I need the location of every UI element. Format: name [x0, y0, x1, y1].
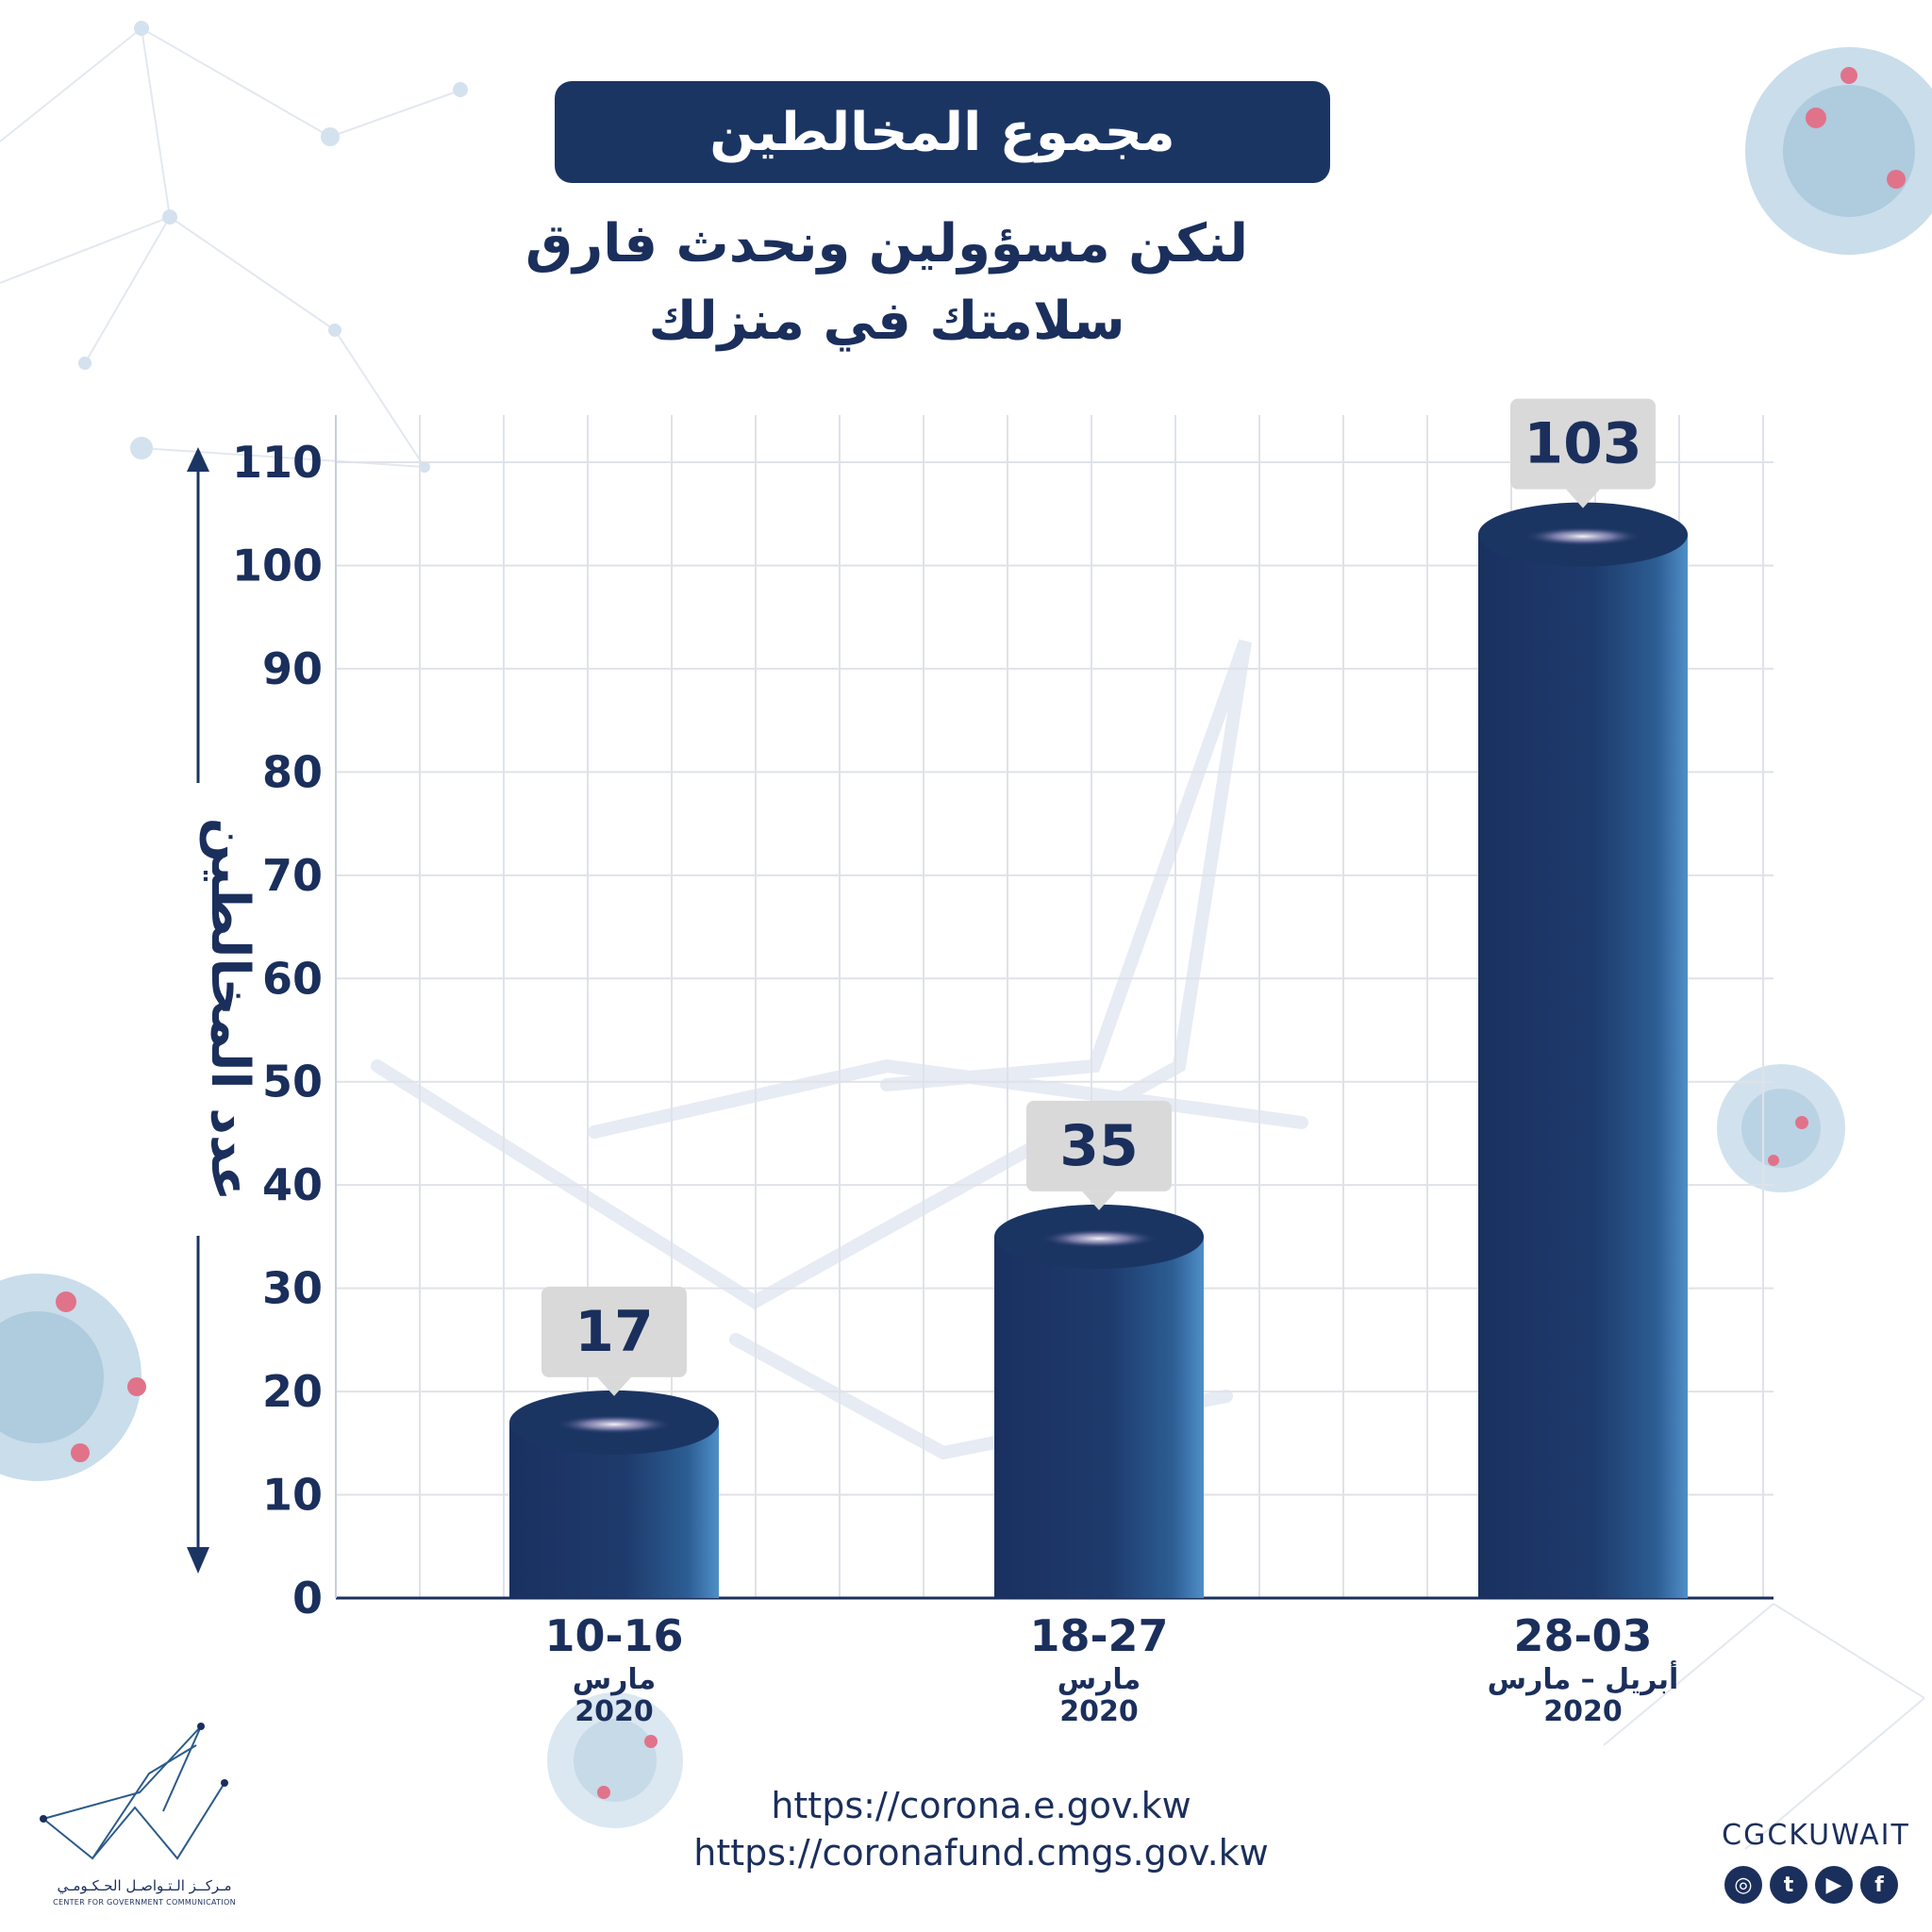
chart-title-banner: مجموع المخالطين [555, 81, 1330, 183]
y-tick-label: 50 [262, 1057, 323, 1108]
data-label-pointer [1566, 489, 1600, 508]
cgc-logo-icon [40, 1723, 228, 1860]
x-tick-month: أبريل – مارس [1488, 1660, 1679, 1696]
twitter-icon[interactable]: t [1770, 1866, 1807, 1904]
youtube-icon[interactable]: ▶ [1815, 1866, 1853, 1904]
social-icons: ◎ t ▶ f [1724, 1866, 1898, 1904]
y-tick-label: 60 [262, 953, 323, 1004]
data-label-box [541, 1286, 687, 1377]
data-label: 17 [575, 1299, 654, 1365]
y-tick-label: 0 [292, 1573, 323, 1624]
y-tick-label: 110 [232, 437, 323, 488]
instagram-icon[interactable]: ◎ [1724, 1866, 1762, 1904]
y-tick-label: 10 [262, 1470, 323, 1521]
data-label: 35 [1059, 1113, 1139, 1179]
subtitle-line-2: سلامتك في منزلك [648, 291, 1125, 352]
social-handle: CGCKUWAIT [1722, 1819, 1910, 1852]
x-tick-range: 10-16 [544, 1610, 683, 1661]
x-tick-year: 2020 [1059, 1695, 1139, 1728]
bar-top-glow [1524, 526, 1641, 546]
chart-title: مجموع المخالطين [709, 101, 1175, 163]
x-tick-year: 2020 [575, 1695, 654, 1728]
data-label-box [1510, 398, 1656, 490]
facebook-icon[interactable]: f [1860, 1866, 1898, 1904]
y-tick-label: 100 [232, 540, 323, 591]
x-tick-range: 18-27 [1029, 1610, 1168, 1661]
data-label-pointer [1082, 1191, 1116, 1210]
logo-arabic-text: مـركــز الـتـواصـل الحـكـومـي [57, 1877, 232, 1894]
y-tick-label: 80 [262, 746, 323, 797]
data-label-pointer [597, 1376, 631, 1396]
y-axis-arrowhead-up [187, 447, 209, 472]
virus-icon [1745, 47, 1932, 255]
x-tick-year: 2020 [1543, 1695, 1623, 1728]
x-tick-month: مارس [1058, 1663, 1141, 1696]
y-axis-label: عدد المخالطين [199, 818, 260, 1202]
y-axis-arrowhead-down [187, 1547, 209, 1574]
y-tick-label: 20 [262, 1366, 323, 1417]
corona-link[interactable]: https://corona.e.gov.kw [771, 1785, 1191, 1826]
virus-icon [0, 1274, 146, 1481]
data-label-box [1026, 1100, 1172, 1191]
logo-english-text: CENTER FOR GOVERNMENT COMMUNICATION [53, 1898, 236, 1907]
subtitle-line-1: لنكن مسؤولين ونحدث فارق [525, 213, 1248, 275]
coronafund-link[interactable]: https://coronafund.cmgs.gov.kw [693, 1832, 1269, 1874]
y-tick-label: 70 [262, 850, 323, 901]
bar-top-glow [1041, 1228, 1158, 1248]
y-tick-label: 90 [262, 643, 323, 694]
data-label: 103 [1524, 411, 1641, 477]
virus-icon [1717, 1064, 1845, 1192]
y-tick-label: 30 [262, 1263, 323, 1314]
x-tick-month: مارس [573, 1663, 657, 1696]
bar [994, 1236, 1204, 1598]
bar-top-glow [556, 1414, 673, 1434]
y-tick-label: 40 [262, 1159, 323, 1210]
bar [1478, 534, 1688, 1598]
x-tick-range: 28-03 [1513, 1610, 1652, 1661]
virus-icon [547, 1692, 683, 1828]
